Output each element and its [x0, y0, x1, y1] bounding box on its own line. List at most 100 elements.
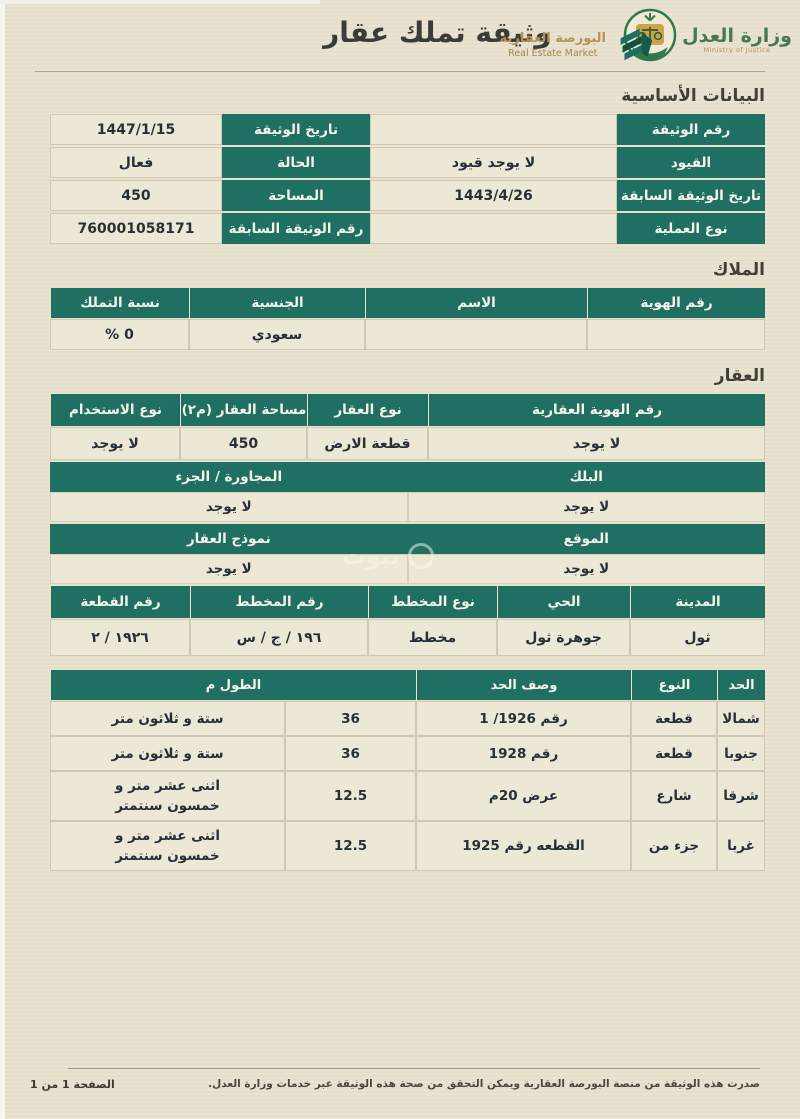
- field-value: لا يوجد قيود: [370, 147, 617, 178]
- band-value-row: لا يوجد لا يوجد: [50, 492, 765, 522]
- table-header-row: رقم الهوية الاسم الجنسية نسبة التملك: [50, 288, 765, 318]
- column-header: نوع الاستخدام: [50, 394, 180, 426]
- footer-divider: [68, 1068, 760, 1069]
- column-header: رقم الهوية: [587, 288, 765, 318]
- real-estate-market-icon: [612, 20, 658, 70]
- column-header: الاسم: [365, 288, 587, 318]
- basic-data-table: رقم الوثيقة تاريخ الوثيقة 1447/1/15 القي…: [50, 114, 765, 244]
- owner-name-value: [365, 319, 587, 350]
- table-row: تاريخ الوثيقة السابقة 1443/4/26 المساحة …: [50, 180, 765, 211]
- rem-english-name: Real Estate Market: [508, 47, 598, 59]
- border-length: 36: [285, 701, 416, 736]
- footer: صدرت هذه الوثيقة من منصة البورصة العقاري…: [30, 1078, 760, 1091]
- owner-share-value: % 0: [50, 319, 189, 350]
- column-header: رقم القطعة: [50, 586, 190, 618]
- border-length-words: اثنى عشر متر و خمسون سنتمتر: [50, 821, 285, 871]
- column-header: مساحة العقار (م٢): [180, 394, 307, 426]
- owners-table: رقم الهوية الاسم الجنسية نسبة التملك سعو…: [50, 288, 765, 350]
- model-value: لا يوجد: [50, 554, 408, 584]
- border-description: رقم 1928: [416, 736, 631, 771]
- document-content: البيانات الأساسية رقم الوثيقة تاريخ الوث…: [50, 80, 765, 871]
- column-header: الحد: [717, 670, 765, 700]
- border-length-words: اثنى عشر متر و خمسون سنتمتر: [50, 771, 285, 821]
- moj-english-name: Ministry of Justice: [703, 46, 771, 55]
- band-label-location: الموقع: [407, 524, 765, 554]
- border-description: القطعه رقم 1925: [416, 821, 631, 871]
- real-estate-market-logo: البورصة العقارية Real Estate Market: [500, 20, 658, 70]
- block-value: لا يوجد: [407, 492, 765, 522]
- border-length: 12.5: [285, 821, 416, 871]
- table-row: شمالا قطعة رقم 1926/ 1 36 ستة و ثلاثون م…: [50, 701, 765, 736]
- section-title-basic-data: البيانات الأساسية: [621, 86, 765, 106]
- field-label: الحالة: [222, 147, 370, 178]
- footer-note: صدرت هذه الوثيقة من منصة البورصة العقاري…: [208, 1078, 760, 1090]
- property-area-value: 450: [180, 427, 307, 460]
- section-title-property: العقار: [714, 366, 765, 386]
- table-row: جنوبا قطعة رقم 1928 36 ستة و ثلاثون متر: [50, 736, 765, 771]
- table-row: ثول جوهرة ثول مخطط ١٩٦ / ج / س ١٩٢٦ / ٢: [50, 619, 765, 656]
- field-label: القيود: [617, 147, 765, 178]
- column-header: المدينة: [630, 586, 765, 618]
- property-id-value: لا يوجد: [428, 427, 765, 460]
- field-value: [370, 213, 617, 244]
- column-header: نوع العقار: [307, 394, 428, 426]
- border-side: جنوبا: [717, 736, 765, 771]
- property-type-value: قطعة الارض: [307, 427, 428, 460]
- field-label: المساحة: [222, 180, 370, 211]
- field-label: نوع العملية: [617, 213, 765, 244]
- border-length: 36: [285, 736, 416, 771]
- table-row: القيود لا يوجد قيود الحالة فعال: [50, 147, 765, 178]
- property-usage-value: لا يوجد: [50, 427, 180, 460]
- plot-number-value: ١٩٢٦ / ٢: [50, 619, 190, 656]
- border-side: شمالا: [717, 701, 765, 736]
- ministry-of-justice-logo-text: وزارة العدل Ministry of Justice: [682, 25, 792, 55]
- band-value-row: لا يوجد لا يوجد: [50, 554, 765, 584]
- borders-table: الحد النوع وصف الحد الطول م شمالا قطعة ر…: [50, 670, 765, 871]
- border-type: قطعة: [631, 736, 717, 771]
- table-row: رقم الوثيقة تاريخ الوثيقة 1447/1/15: [50, 114, 765, 145]
- band-header-row: الموقع نموذج العقار: [50, 524, 765, 554]
- field-label: تاريخ الوثيقة: [222, 114, 370, 145]
- border-type: شارع: [631, 771, 717, 821]
- table-header-row: المدينة الحي نوع المخطط رقم المخطط رقم ا…: [50, 586, 765, 618]
- band-header-row: البلك المجاورة / الجزء: [50, 462, 765, 492]
- table-row: لا يوجد قطعة الارض 450 لا يوجد: [50, 427, 765, 460]
- real-estate-market-logo-text: البورصة العقارية Real Estate Market: [500, 31, 606, 59]
- border-description: عرض 20م: [416, 771, 631, 821]
- table-row: سعودي % 0: [50, 319, 765, 350]
- column-header: الجنسية: [189, 288, 365, 318]
- page-number: الصفحة 1 من 1: [30, 1078, 115, 1091]
- border-length-words-text: اثنى عشر متر و خمسون سنتمتر: [115, 827, 220, 864]
- column-header: النوع: [631, 670, 717, 700]
- border-type: قطعة: [631, 701, 717, 736]
- column-header: وصف الحد: [416, 670, 631, 700]
- border-length-words: ستة و ثلاثون متر: [50, 701, 285, 736]
- column-header: نسبة التملك: [50, 288, 189, 318]
- plan-type-value: مخطط: [368, 619, 497, 656]
- band-label-block: البلك: [407, 462, 765, 492]
- border-type: جزء من: [631, 821, 717, 871]
- field-label: رقم الوثيقة: [617, 114, 765, 145]
- city-value: ثول: [630, 619, 765, 656]
- table-header-row: رقم الهوية العقارية نوع العقار مساحة الع…: [50, 394, 765, 426]
- table-row: شرقا شارع عرض 20م 12.5 اثنى عشر متر و خم…: [50, 771, 765, 821]
- location-value: لا يوجد: [407, 554, 765, 584]
- rem-arabic-name: البورصة العقارية: [499, 31, 606, 47]
- border-length-words: ستة و ثلاثون متر: [50, 736, 285, 771]
- border-side: غربا: [717, 821, 765, 871]
- scan-edge-top: [0, 0, 320, 4]
- table-row: نوع العملية رقم الوثيقة السابقة 76000105…: [50, 213, 765, 244]
- column-header: الحي: [497, 586, 630, 618]
- column-header: الطول م: [50, 670, 416, 700]
- border-side: شرقا: [717, 771, 765, 821]
- table-row: غربا جزء من القطعه رقم 1925 12.5 اثنى عش…: [50, 821, 765, 871]
- band-label-model: نموذج العقار: [50, 524, 408, 554]
- adjacency-value: لا يوجد: [50, 492, 408, 522]
- table-header-row: الحد النوع وصف الحد الطول م: [50, 670, 765, 700]
- border-length-words-text: اثنى عشر متر و خمسون سنتمتر: [115, 777, 220, 814]
- column-header: رقم الهوية العقارية: [428, 394, 765, 426]
- plan-number-value: ١٩٦ / ج / س: [190, 619, 368, 656]
- border-length: 12.5: [285, 771, 416, 821]
- field-value: 1447/1/15: [50, 114, 222, 145]
- border-description: رقم 1926/ 1: [416, 701, 631, 736]
